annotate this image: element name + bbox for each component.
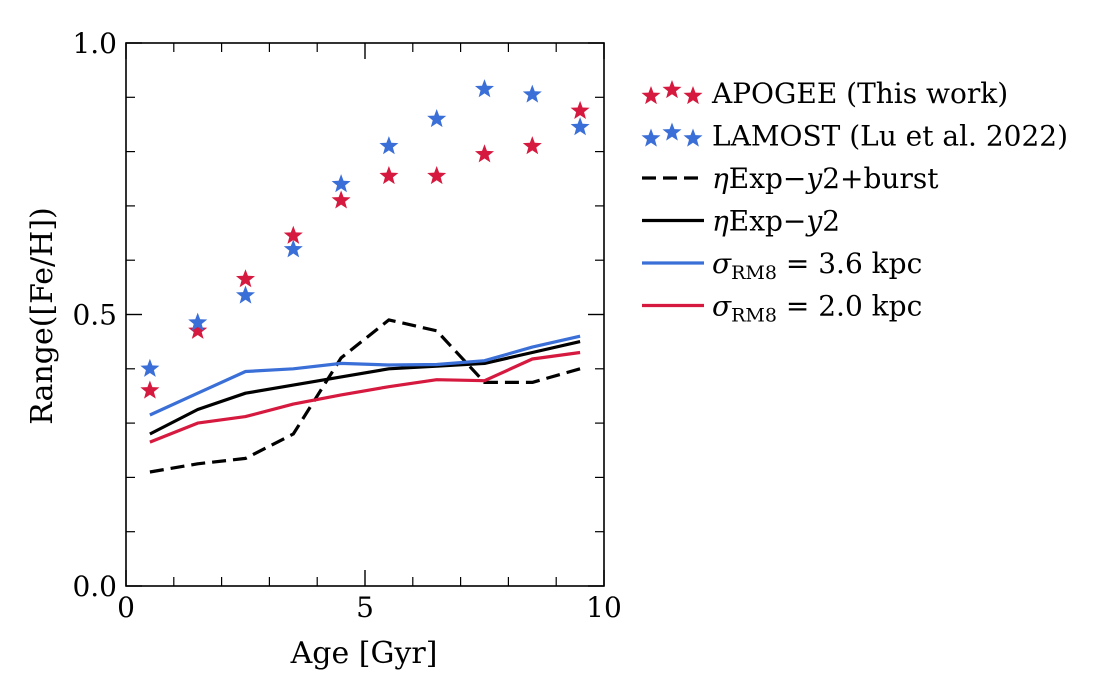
- series-0-star-marker: [283, 225, 303, 244]
- series-1-star-marker: [235, 285, 256, 304]
- plot-lines: [149, 318, 581, 474]
- x-tick-label: 5: [356, 591, 374, 624]
- legend-label: ηExp−y2: [712, 205, 840, 238]
- series-1-star-marker: [331, 174, 351, 193]
- legend-label-eta: η: [712, 162, 729, 195]
- x-axis-label: Age [Gyr]: [290, 636, 438, 671]
- series-0-star-marker: [331, 190, 351, 209]
- legend-label-sigma: σ: [712, 290, 732, 323]
- legend-label: LAMOST (Lu et al. 2022): [712, 120, 1068, 153]
- series-0-star-marker: [522, 136, 542, 155]
- legend-label-y: y: [804, 162, 823, 195]
- legend-label-subscript: RM8: [731, 262, 777, 284]
- y-tick-label: 0.5: [72, 299, 117, 332]
- legend-label-sigma: σ: [712, 247, 732, 280]
- series-1-star-marker: [427, 109, 447, 128]
- legend-label: σRM8 = 3.6 kpc: [712, 247, 922, 284]
- series-1-star-marker: [522, 84, 542, 103]
- legend-star-icon: [683, 128, 703, 147]
- legend-star-icon: [662, 122, 682, 141]
- series-1-star-marker: [188, 312, 208, 331]
- legend-label-tail: 2+burst: [822, 162, 939, 195]
- series-0-star-marker: [235, 269, 256, 288]
- x-tick-labels: 0 5 10: [117, 591, 622, 624]
- legend-label: ηExp−y2+burst: [712, 162, 939, 195]
- legend-star-icon: [641, 86, 661, 105]
- series-0-star-marker: [427, 166, 447, 185]
- legend-label-tail: = 2.0 kpc: [777, 290, 922, 323]
- legend-star-icon: [641, 128, 661, 147]
- series-1-star-marker: [570, 117, 590, 136]
- plot-markers: [140, 79, 590, 399]
- axes: [125, 42, 605, 587]
- y-axis-label: Range([Fe/H]): [25, 207, 60, 424]
- y-tick-label: 1.0: [72, 27, 117, 60]
- legend-label: σRM8 = 2.0 kpc: [712, 290, 922, 327]
- series-0-star-marker: [379, 166, 399, 185]
- series-0-star-marker: [570, 100, 590, 119]
- series-line-5: [149, 350, 581, 444]
- legend-label: APOGEE (This work): [711, 77, 1008, 110]
- legend-label-y: y: [804, 205, 823, 238]
- series-0-star-marker: [188, 320, 208, 339]
- legend-label-subscript: RM8: [731, 305, 777, 327]
- series-line-2: [149, 318, 581, 474]
- x-tick-label: 10: [586, 591, 622, 624]
- legend-label-tail: 2: [822, 205, 840, 238]
- series-1-star-marker: [140, 358, 160, 377]
- series-0-star-marker: [474, 144, 495, 163]
- legend-label-body: Exp−: [729, 162, 807, 195]
- series-0-star-marker: [140, 380, 160, 399]
- y-tick-labels: 0.0 0.5 1.0: [72, 27, 117, 603]
- series-line-3: [149, 340, 581, 436]
- series-1-star-marker: [379, 136, 399, 155]
- legend-label-eta: η: [712, 205, 729, 238]
- legend-star-icon: [662, 80, 682, 99]
- y-tick-label: 0.0: [72, 570, 117, 603]
- series-1-star-marker: [283, 239, 303, 258]
- legend-star-icon: [683, 86, 703, 105]
- legend-label-body: Exp−: [729, 205, 807, 238]
- legend-label-tail: = 3.6 kpc: [777, 247, 922, 280]
- series-line-4: [149, 334, 581, 417]
- x-tick-label: 0: [117, 591, 135, 624]
- legend: APOGEE (This work) LAMOST (Lu et al. 2022…: [641, 77, 1068, 327]
- series-1-star-marker: [474, 79, 495, 98]
